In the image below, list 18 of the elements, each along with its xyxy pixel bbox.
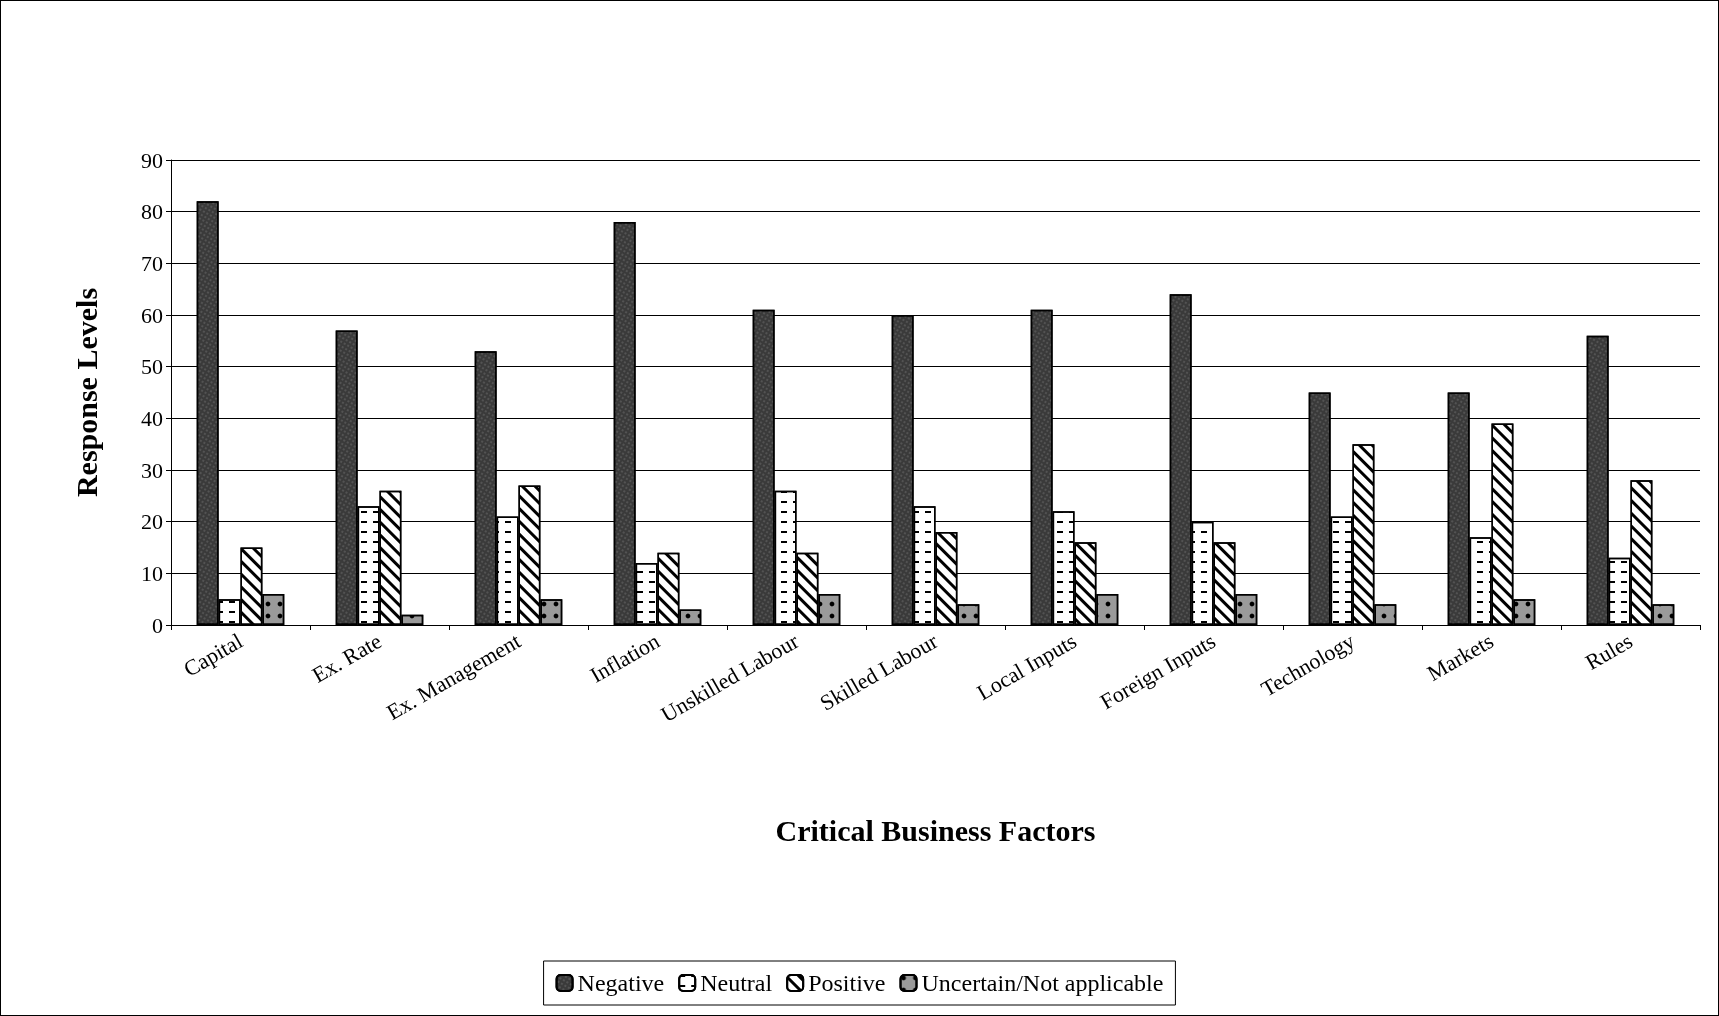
y-axis-title: Response Levels xyxy=(69,287,103,498)
y-tick-label: 10 xyxy=(141,560,163,586)
y-tick-label: 40 xyxy=(141,405,163,431)
y-tick-label: 0 xyxy=(152,612,163,638)
y-tick-label: 50 xyxy=(141,354,163,380)
legend-label: Negative xyxy=(577,970,665,996)
x-tick-label: Rules xyxy=(1580,628,1637,675)
y-tick-label: 30 xyxy=(141,457,163,483)
x-tick-label: Ex. Rate xyxy=(307,628,386,688)
legend-label: Neutral xyxy=(700,970,773,996)
x-axis-title: Critical Business Factors xyxy=(775,813,1096,847)
legend-label: Positive xyxy=(808,970,886,996)
legend-label: Uncertain/Not applicable xyxy=(921,970,1164,996)
y-tick-label: 60 xyxy=(141,302,163,328)
y-tick-label: 90 xyxy=(141,147,163,173)
y-tick-label: 70 xyxy=(141,250,163,276)
y-tick-label: 80 xyxy=(141,199,163,225)
y-tick-label: 20 xyxy=(141,509,163,535)
